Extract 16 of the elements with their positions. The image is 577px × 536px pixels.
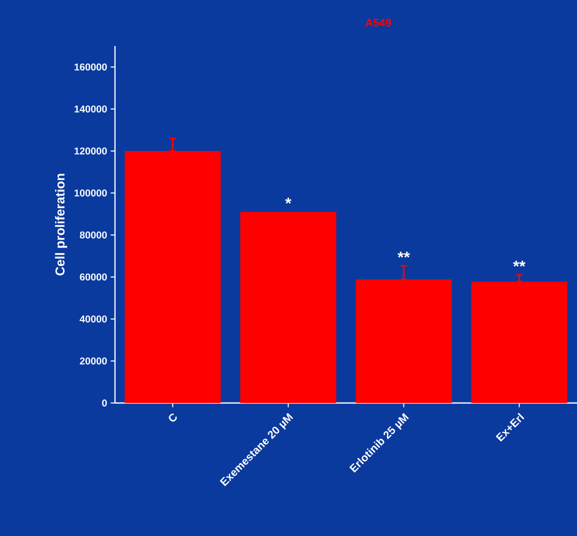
y-axis-title: Cell proliferation (55, 174, 68, 276)
y-tick-label: 20000 (80, 357, 107, 365)
x-tick-label: C (168, 414, 177, 422)
annotation: * (285, 198, 292, 204)
y-tick-label: 60000 (80, 273, 107, 281)
y-tick-label: 140000 (74, 105, 107, 113)
y-tick-label: 160000 (74, 63, 107, 71)
y-tick-label: 0 (102, 399, 107, 407)
y-tick-label: 100000 (74, 189, 107, 197)
y-tick-label: 120000 (74, 147, 107, 155)
y-tick-label: 40000 (80, 315, 107, 323)
y-tick-label: 80000 (80, 231, 107, 239)
bar (240, 212, 336, 403)
annotation: ** (398, 252, 410, 258)
chart-title: A549 (366, 18, 392, 26)
annotation: ** (513, 260, 526, 267)
